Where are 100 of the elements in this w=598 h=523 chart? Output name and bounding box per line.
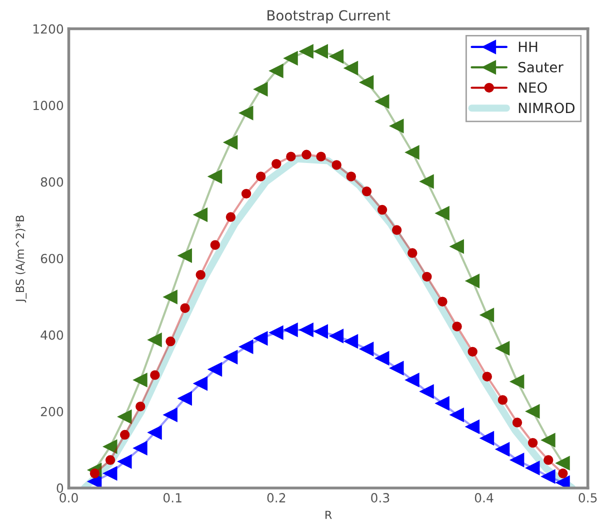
point bbox=[558, 468, 568, 478]
point bbox=[284, 322, 298, 337]
point bbox=[408, 248, 418, 258]
point bbox=[362, 186, 372, 196]
point bbox=[526, 404, 540, 418]
point bbox=[164, 408, 178, 422]
point bbox=[375, 351, 390, 366]
point bbox=[496, 341, 510, 356]
x-tick-label: 0.4 bbox=[474, 493, 494, 502]
point bbox=[330, 49, 344, 64]
point bbox=[556, 456, 570, 470]
point bbox=[208, 362, 222, 376]
point bbox=[390, 361, 404, 376]
point bbox=[133, 373, 148, 387]
point bbox=[436, 206, 450, 220]
point bbox=[332, 160, 342, 170]
point bbox=[254, 331, 268, 346]
point bbox=[436, 396, 450, 410]
point bbox=[316, 152, 326, 162]
x-tick-label: 0.3 bbox=[371, 493, 390, 502]
point bbox=[272, 158, 282, 169]
x-tick-label: 0.0 bbox=[60, 493, 78, 502]
chart-title: Bootstrap Current bbox=[268, 10, 390, 24]
point bbox=[392, 225, 402, 235]
point bbox=[468, 346, 478, 357]
point bbox=[103, 440, 118, 454]
point bbox=[510, 374, 524, 389]
point bbox=[148, 332, 162, 347]
point bbox=[224, 135, 238, 150]
point bbox=[375, 94, 390, 108]
y-tick-label: 600 bbox=[40, 254, 64, 264]
point bbox=[194, 376, 208, 390]
y-tick-label: 800 bbox=[40, 177, 64, 187]
point bbox=[438, 296, 448, 306]
legend-label: HH bbox=[518, 42, 538, 52]
x-tick-label: 0.2 bbox=[267, 493, 286, 502]
point bbox=[405, 373, 420, 387]
x-tick-label: 0.1 bbox=[163, 493, 182, 502]
point bbox=[526, 461, 540, 476]
point bbox=[105, 455, 116, 465]
x-tick-label: 0.5 bbox=[578, 493, 597, 502]
point bbox=[344, 334, 358, 348]
x-axis-title: R bbox=[326, 510, 332, 519]
point bbox=[450, 408, 464, 422]
point bbox=[390, 119, 404, 133]
point bbox=[269, 326, 284, 340]
y-tick-label: 0 bbox=[56, 483, 64, 493]
point bbox=[541, 433, 556, 448]
point bbox=[452, 322, 462, 332]
point bbox=[541, 470, 556, 484]
point bbox=[239, 340, 254, 354]
point bbox=[480, 431, 494, 446]
point bbox=[360, 342, 374, 356]
y-axis-title: J_BS (A/m^2)*B bbox=[15, 216, 27, 303]
point bbox=[118, 410, 132, 424]
point bbox=[496, 442, 510, 456]
point bbox=[103, 466, 118, 480]
point bbox=[466, 420, 480, 434]
point bbox=[196, 270, 206, 280]
legend-label: Sauter bbox=[518, 62, 564, 72]
y-tick-label: 1200 bbox=[33, 24, 64, 34]
point bbox=[254, 82, 268, 96]
point bbox=[346, 172, 356, 182]
point bbox=[420, 384, 434, 398]
point bbox=[239, 106, 254, 120]
point bbox=[120, 430, 130, 440]
point bbox=[422, 272, 432, 282]
point bbox=[180, 303, 190, 313]
point bbox=[178, 391, 192, 406]
point bbox=[544, 455, 554, 465]
point bbox=[284, 51, 298, 66]
point bbox=[512, 418, 522, 428]
point bbox=[482, 372, 492, 382]
legend-label: NEO bbox=[518, 82, 547, 93]
point bbox=[510, 453, 524, 467]
point bbox=[166, 336, 176, 346]
point bbox=[256, 172, 266, 182]
point bbox=[420, 174, 434, 188]
point bbox=[480, 308, 494, 322]
point bbox=[226, 212, 236, 222]
point bbox=[300, 44, 314, 58]
point bbox=[528, 438, 538, 448]
point bbox=[360, 75, 374, 90]
point bbox=[241, 188, 252, 199]
point bbox=[269, 64, 284, 78]
point bbox=[300, 322, 314, 337]
point bbox=[498, 395, 508, 405]
point bbox=[133, 441, 148, 456]
point bbox=[466, 274, 480, 288]
point bbox=[178, 248, 192, 263]
point bbox=[224, 350, 238, 364]
y-tick-label: 400 bbox=[40, 330, 64, 340]
point bbox=[556, 476, 570, 488]
point bbox=[330, 329, 344, 343]
point bbox=[286, 152, 296, 162]
point bbox=[208, 170, 222, 184]
point bbox=[377, 204, 388, 215]
point bbox=[150, 370, 160, 380]
point bbox=[136, 402, 146, 412]
point bbox=[344, 61, 358, 76]
